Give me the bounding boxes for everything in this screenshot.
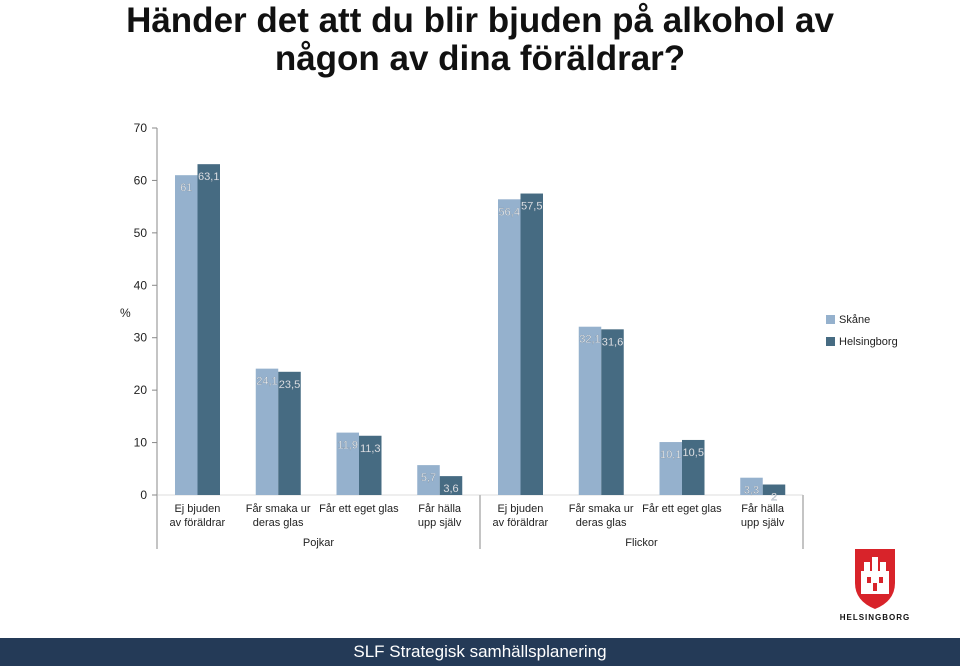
- data-label: 11,9: [337, 440, 358, 452]
- data-label: 32,1: [579, 334, 600, 346]
- data-label: 24,1: [256, 376, 277, 388]
- y-tick-label: 10: [134, 436, 148, 450]
- data-label: 11,3: [360, 443, 381, 455]
- bar-helsingborg: [682, 439, 705, 495]
- bar-skane: [255, 368, 279, 495]
- bar-skane: [336, 432, 359, 495]
- x-tick-label: Får hälla: [741, 503, 785, 515]
- chart-title-line-2: någon av dina föräldrar?: [274, 39, 686, 78]
- x-tick-label: Får hälla: [418, 503, 462, 515]
- data-label: 2: [771, 492, 777, 504]
- x-tick-label: Får ett eget glas: [319, 503, 399, 515]
- x-tick-label: Ej bjuden: [497, 503, 543, 515]
- bar-skane: [498, 199, 521, 495]
- bar-skane: [659, 442, 682, 495]
- y-tick-label: 60: [134, 173, 148, 187]
- y-axis-title: %: [120, 306, 131, 320]
- group-label: Pojkar: [303, 537, 335, 549]
- legend-label: Helsingborg: [839, 336, 898, 348]
- data-label: 57,5: [521, 201, 542, 213]
- bar-helsingborg: [197, 164, 220, 495]
- bar-helsingborg: [520, 193, 543, 496]
- bar-skane: [578, 326, 602, 495]
- bar-skane: [417, 465, 440, 495]
- data-label: 3,3: [744, 485, 759, 497]
- x-tick-label: Ej bjuden: [174, 503, 220, 515]
- data-label: 63,1: [198, 171, 219, 183]
- x-tick-label: av föräldrar: [170, 517, 226, 529]
- bar-helsingborg: [601, 329, 624, 495]
- y-tick-label: 70: [134, 121, 148, 135]
- bar-skane: [740, 477, 763, 495]
- x-tick-label: deras glas: [576, 517, 627, 529]
- data-label: 10,1: [660, 449, 681, 461]
- logo-text: HELSINGBORG: [839, 613, 911, 622]
- legend-label: Skåne: [839, 314, 870, 326]
- chart-title-line-1: Händer det att du blir bjuden på alkohol…: [126, 1, 834, 40]
- y-tick-label: 20: [134, 383, 148, 397]
- y-tick-label: 30: [134, 331, 148, 345]
- bar-helsingborg: [439, 476, 463, 495]
- legend-swatch: [826, 315, 835, 324]
- city-crest-icon: [855, 549, 895, 609]
- legend-swatch: [826, 337, 835, 346]
- x-tick-label: upp själv: [741, 517, 785, 529]
- chart-title: Händer det att du blir bjuden på alkohol…: [0, 2, 960, 78]
- data-label: 31,6: [602, 336, 623, 348]
- data-label: 10,5: [683, 447, 704, 459]
- bar-chart: 0 10 20 30 40 50 60 70% Ej bjuden av föräldrar Får…: [120, 121, 898, 549]
- footer-bar: SLF Strategisk samhällsplanering: [0, 638, 960, 666]
- group-label: Flickor: [625, 537, 658, 549]
- data-label: 61: [180, 182, 192, 194]
- y-tick-label: 40: [134, 278, 148, 292]
- data-label: 3,6: [443, 483, 458, 495]
- helsingborg-logo: HELSINGBORG: [830, 545, 920, 627]
- y-tick-label: 50: [134, 226, 148, 240]
- bar-helsingborg: [359, 435, 382, 495]
- data-label: 56,4: [499, 206, 520, 218]
- x-tick-label: Får smaka ur: [246, 503, 311, 515]
- x-tick-label: Får smaka ur: [569, 503, 634, 515]
- data-label: 23,5: [279, 379, 300, 391]
- footer-text: SLF Strategisk samhällsplanering: [353, 642, 607, 661]
- x-tick-label: upp själv: [418, 517, 462, 529]
- x-tick-label: deras glas: [253, 517, 304, 529]
- x-tick-label: Får ett eget glas: [642, 503, 722, 515]
- y-tick-label: 0: [140, 488, 147, 502]
- data-label: 5,7: [421, 472, 436, 484]
- bar-skane: [175, 175, 198, 495]
- x-tick-label: av föräldrar: [493, 517, 549, 529]
- bar-helsingborg: [762, 484, 786, 495]
- bar-helsingborg: [278, 371, 301, 495]
